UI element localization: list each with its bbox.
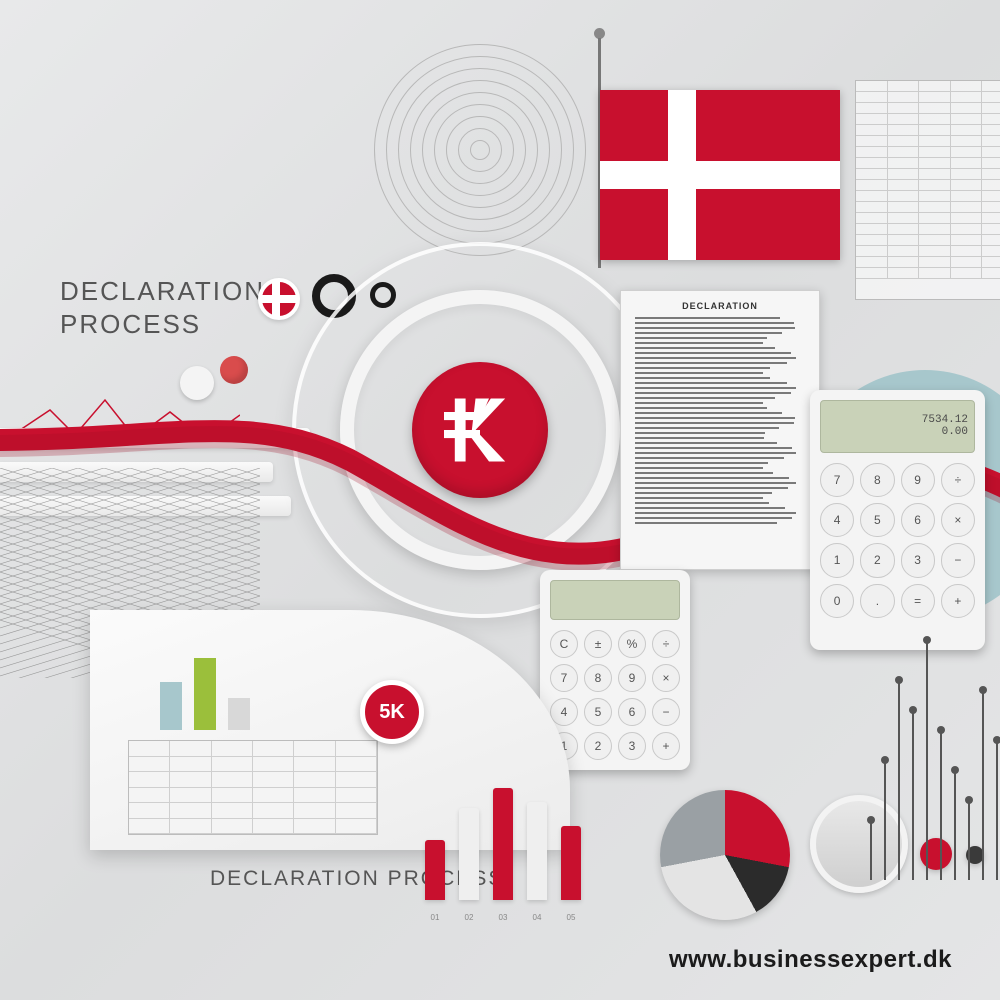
- five-k-badge: 5K: [360, 680, 424, 744]
- calc-key: 3: [901, 543, 935, 577]
- calc-key: +: [652, 732, 680, 760]
- calc-key: −: [652, 698, 680, 726]
- calc-key: 8: [584, 664, 612, 692]
- calc-key: ÷: [941, 463, 975, 497]
- calc-key: %: [618, 630, 646, 658]
- calc-key: 4: [550, 698, 578, 726]
- calc-key: 7: [550, 664, 578, 692]
- document-title: DECLARATION: [635, 301, 805, 311]
- currency-badge-wrap: [340, 290, 620, 570]
- calc-key: ×: [941, 503, 975, 537]
- concentric-rings-decoration: [360, 30, 600, 270]
- document-icon: DECLARATION: [620, 290, 820, 570]
- calc-key: ×: [652, 664, 680, 692]
- title-line-2: PROCESS: [60, 308, 265, 341]
- calc-key: 4: [820, 503, 854, 537]
- calc-key: 9: [901, 463, 935, 497]
- calc-key: 7: [820, 463, 854, 497]
- pie-chart: [660, 790, 790, 920]
- denmark-flag-icon: [600, 90, 840, 260]
- calc-key: C: [550, 630, 578, 658]
- calculator-small-icon: C±%÷789×456−123+: [540, 570, 690, 770]
- calc-key: 3: [618, 732, 646, 760]
- mini-bar-chart: [160, 650, 250, 730]
- calc-key: 2: [584, 732, 612, 760]
- calculator-screen: 7534.12 0.00: [820, 400, 975, 453]
- calc-key: −: [941, 543, 975, 577]
- spreadsheet-grid-icon: [128, 740, 378, 835]
- watermark-url: www.businessexpert.dk: [669, 946, 952, 974]
- calc-key: ÷: [652, 630, 680, 658]
- page-title: DECLARATION PROCESS: [60, 275, 265, 340]
- spreadsheet-decoration: [855, 80, 1000, 300]
- calculator-screen: [550, 580, 680, 620]
- calc-key: 9: [618, 664, 646, 692]
- denmark-flag-small-icon: [258, 278, 300, 320]
- calc-key: 6: [901, 503, 935, 537]
- column-chart: 0102030405: [425, 780, 581, 900]
- calc-key: 5: [584, 698, 612, 726]
- calc-key: ±: [584, 630, 612, 658]
- calc-key: 1: [820, 543, 854, 577]
- calc-key: 6: [618, 698, 646, 726]
- title-line-1: DECLARATION: [60, 275, 265, 308]
- red-dot-icon: [220, 356, 248, 384]
- calc-key: 2: [860, 543, 894, 577]
- krone-currency-icon: [412, 362, 548, 498]
- calc-key: 5: [860, 503, 894, 537]
- pin-lines-chart: [870, 600, 1000, 880]
- calc-key: 8: [860, 463, 894, 497]
- calc-key: 0: [820, 584, 854, 618]
